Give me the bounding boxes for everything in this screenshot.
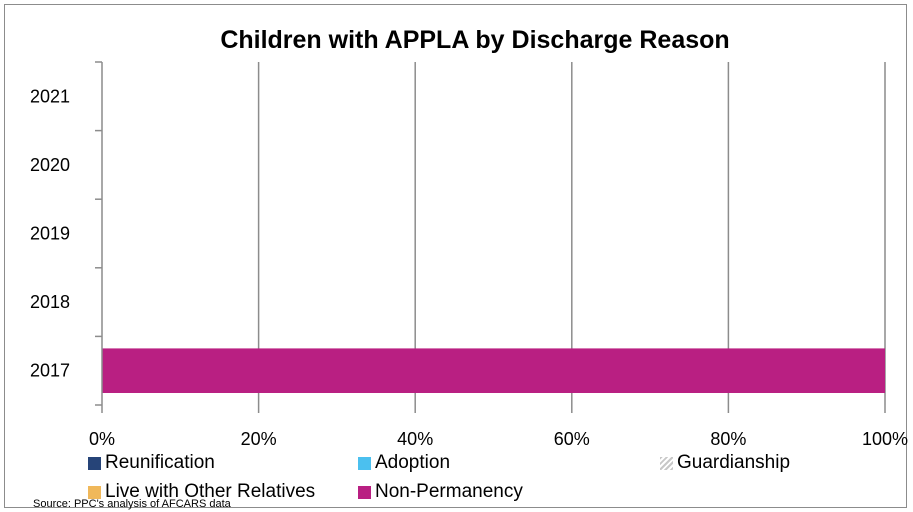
x-tick-label: 60%	[554, 429, 590, 449]
bars	[102, 348, 885, 393]
y-tick-label: 2019	[30, 224, 70, 244]
y-tick-label: 2018	[30, 292, 70, 312]
chart-frame	[4, 4, 907, 508]
x-tick-label: 100%	[862, 429, 908, 449]
source-note: Source: PPC's analysis of AFCARS data	[33, 498, 231, 510]
x-tick-label: 40%	[397, 429, 433, 449]
x-tick-label: 80%	[710, 429, 746, 449]
axes	[95, 61, 886, 413]
bar-2017-non-permanency	[102, 348, 885, 393]
x-tick-label: 0%	[89, 429, 115, 449]
chart-title: Children with APPLA by Discharge Reason	[220, 26, 730, 54]
y-tick-label: 2017	[30, 361, 70, 381]
gridlines	[257, 62, 886, 405]
x-tick-label: 20%	[241, 429, 277, 449]
tick-labels: 0% 20% 40% 60% 80% 100% 2017 2018 2019 2020 2021	[30, 86, 908, 449]
y-tick-label: 2021	[30, 86, 70, 106]
y-tick-label: 2020	[30, 155, 70, 175]
